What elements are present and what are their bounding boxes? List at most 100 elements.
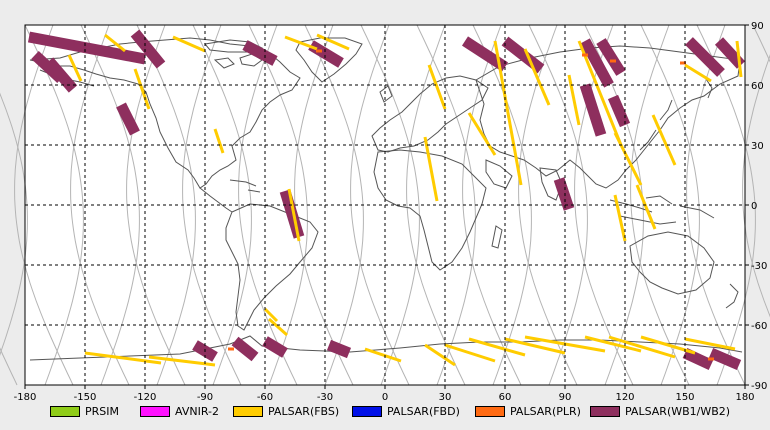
coast-central-america bbox=[199, 179, 261, 213]
fbs-track bbox=[268, 317, 288, 337]
legend-item: PALSAR(FBD) bbox=[352, 403, 460, 419]
coast-africa bbox=[373, 149, 487, 271]
x-tick-label: 180 bbox=[735, 392, 754, 400]
wb-swath bbox=[231, 336, 259, 362]
wb-swath bbox=[262, 336, 288, 358]
y-tick-label: 90 bbox=[751, 21, 764, 32]
legend-label: AVNIR-2 bbox=[175, 404, 219, 418]
coast-asia bbox=[475, 45, 741, 189]
fbs-tracks bbox=[67, 33, 743, 367]
wb-swath bbox=[607, 94, 631, 128]
legend-label: PRSIM bbox=[85, 404, 119, 418]
y-tick-label: 60 bbox=[751, 81, 764, 92]
fbs-track bbox=[567, 74, 581, 126]
fbs-track bbox=[427, 64, 447, 110]
orbit-track bbox=[406, 24, 466, 386]
coast-south-america bbox=[225, 203, 319, 331]
fbs-track bbox=[133, 68, 151, 110]
x-tick-label: 30 bbox=[439, 392, 452, 400]
wb-swath bbox=[130, 29, 166, 69]
legend-label: PALSAR(FBS) bbox=[268, 404, 340, 418]
x-tick-label: 0 bbox=[382, 392, 388, 400]
legend-swatch bbox=[140, 405, 170, 417]
fbs-track bbox=[684, 63, 712, 83]
x-tick-label: -90 bbox=[197, 392, 213, 400]
plr-spots bbox=[228, 49, 714, 361]
x-tick-label: -60 bbox=[257, 392, 273, 400]
fbs-track bbox=[613, 194, 627, 242]
coast-antarctica bbox=[29, 335, 743, 361]
fbs-track bbox=[148, 355, 216, 367]
coverage-map: -180 -150 -120 -90 -60 -30 0 30 60 90 120 150 180 90 6… bbox=[0, 21, 770, 400]
fbs-track bbox=[504, 337, 566, 355]
legend-label: PALSAR(PLR) bbox=[510, 404, 581, 418]
fbs-track bbox=[213, 128, 225, 154]
plr-spot bbox=[228, 347, 234, 351]
orbit-track bbox=[360, 24, 420, 386]
x-tick-label: 90 bbox=[559, 392, 572, 400]
fbs-track bbox=[468, 337, 526, 357]
wb-swath bbox=[27, 31, 147, 65]
grid-lines bbox=[24, 24, 746, 386]
x-tick-label: -150 bbox=[74, 392, 97, 400]
coast-arabia-india bbox=[485, 159, 563, 201]
coast-greenland bbox=[295, 37, 363, 83]
orbit-track bbox=[70, 24, 130, 386]
fbs-track bbox=[584, 335, 642, 353]
legend-label: PALSAR(FBD) bbox=[387, 404, 460, 418]
fbs-track bbox=[651, 114, 677, 166]
fbs-track bbox=[467, 112, 497, 156]
axis-ticks: -180 -150 -120 -90 -60 -30 0 30 60 90 120 150 180 90 6… bbox=[14, 21, 768, 400]
orbit-track bbox=[574, 24, 634, 386]
fbs-track bbox=[424, 343, 456, 367]
coast-north-america bbox=[29, 37, 301, 189]
fbs-track bbox=[104, 33, 126, 53]
orbit-track bbox=[742, 54, 770, 318]
fbs-track bbox=[577, 40, 623, 146]
wb-swath bbox=[682, 348, 714, 370]
legend-item: PALSAR(WB1/WB2) bbox=[590, 403, 730, 419]
legend-swatch bbox=[590, 405, 620, 417]
wb-swath bbox=[596, 38, 626, 76]
fbs-track bbox=[640, 335, 696, 355]
legend-item: PALSAR(FBS) bbox=[233, 403, 339, 419]
fbs-track bbox=[493, 40, 523, 186]
coast-indonesia bbox=[609, 195, 715, 225]
plr-spot bbox=[708, 357, 714, 361]
x-tick-label: 120 bbox=[615, 392, 634, 400]
legend-label: PALSAR(WB1/WB2) bbox=[625, 404, 731, 418]
fbs-track bbox=[284, 35, 318, 51]
y-tick-label: 0 bbox=[751, 201, 757, 212]
fbs-track bbox=[735, 40, 743, 78]
fbs-track bbox=[613, 132, 643, 186]
x-tick-label: -180 bbox=[14, 392, 37, 400]
wb-swath bbox=[116, 102, 140, 136]
wb-swath bbox=[44, 57, 78, 93]
x-tick-label: 150 bbox=[675, 392, 694, 400]
orbit-track bbox=[696, 24, 756, 386]
y-tick-label: -90 bbox=[751, 381, 767, 392]
legend-swatch bbox=[233, 405, 263, 417]
orbit-track bbox=[24, 24, 84, 386]
wb-swath bbox=[579, 83, 607, 137]
wb-swath bbox=[714, 37, 746, 69]
orbit-track bbox=[528, 24, 588, 386]
fbs-track bbox=[608, 335, 676, 359]
legend-swatch bbox=[475, 405, 505, 417]
legend-swatch bbox=[50, 405, 80, 417]
wb-swath bbox=[326, 339, 352, 359]
fbs-track bbox=[172, 35, 206, 53]
coast-new-zealand bbox=[725, 283, 739, 309]
fbs-track bbox=[67, 54, 83, 82]
fbs-track bbox=[523, 48, 551, 106]
fbs-track bbox=[84, 351, 162, 365]
plr-spot bbox=[610, 59, 616, 63]
wb-swath bbox=[242, 40, 278, 66]
x-tick-label: 60 bbox=[499, 392, 512, 400]
wb-swath bbox=[501, 36, 545, 74]
fbs-track bbox=[364, 347, 402, 363]
fbs-track bbox=[684, 337, 736, 351]
x-tick-label: -30 bbox=[317, 392, 333, 400]
fbs-track bbox=[316, 33, 350, 51]
wb-swath bbox=[580, 38, 614, 88]
